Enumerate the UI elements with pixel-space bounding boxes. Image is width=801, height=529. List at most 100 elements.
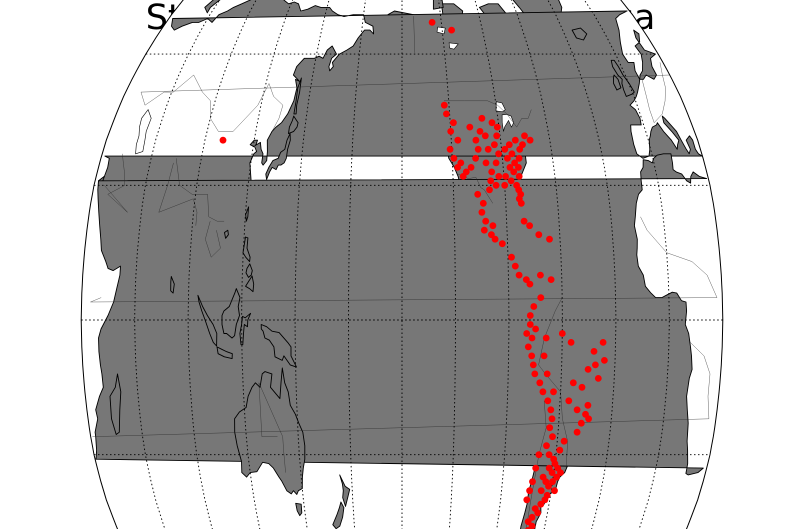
occurrence-point	[567, 339, 575, 346]
occurrence-point	[547, 406, 555, 414]
occurrence-point	[515, 271, 523, 279]
occurrence-point	[535, 231, 543, 239]
occurrence-point	[472, 154, 479, 162]
occurrence-point	[547, 276, 555, 283]
occurrence-point	[537, 500, 545, 508]
occurrence-point	[528, 334, 536, 342]
occurrence-point	[479, 199, 487, 207]
occurrence-point	[486, 186, 493, 194]
land-new-zealand-north	[339, 474, 351, 507]
occurrence-point	[507, 177, 515, 185]
occurrence-point	[548, 415, 556, 423]
land-madagascar	[109, 373, 122, 435]
border-usa-mexico	[457, 173, 493, 204]
occurrence-point	[590, 348, 598, 355]
occurrence-point	[474, 190, 482, 198]
occurrence-point	[585, 415, 592, 423]
occurrence-point	[601, 357, 608, 364]
land-hokkaido	[288, 115, 299, 135]
border-europe	[641, 62, 666, 124]
occurrence-point	[526, 222, 533, 230]
border-africa-south	[92, 342, 711, 437]
occurrence-point	[476, 127, 484, 135]
occurrence-point	[515, 154, 523, 162]
occurrence-point	[498, 240, 506, 248]
occurrence-point	[553, 473, 560, 481]
occurrence-point	[526, 321, 534, 328]
land-iceland	[571, 27, 588, 41]
land-new-guinea	[260, 324, 297, 368]
occurrence-point	[532, 464, 540, 472]
lake-superior	[495, 101, 506, 113]
land-philippines-luzon	[242, 236, 251, 263]
occurrence-point	[478, 114, 486, 122]
border-india	[158, 162, 198, 226]
border-usa-canada	[444, 100, 532, 128]
occurrence-point	[517, 199, 525, 207]
map-boundary	[80, 0, 724, 529]
occurrence-point	[537, 271, 544, 279]
occurrence-point	[543, 370, 551, 378]
occurrence-point	[484, 145, 492, 153]
occurrence-point	[502, 173, 509, 180]
occurrence-point	[487, 177, 495, 185]
occurrence-point	[510, 168, 518, 176]
occurrence-point	[524, 518, 532, 526]
occurrence-point	[558, 330, 566, 337]
occurrence-point	[584, 366, 592, 373]
border-africa-sahel	[90, 216, 718, 303]
occurrence-point	[440, 101, 448, 109]
occurrence-point	[523, 330, 531, 337]
border-alaska	[413, 16, 415, 53]
occurrence-point	[450, 119, 457, 127]
lake-michigan-huron	[501, 114, 514, 132]
occurrence-point	[508, 253, 515, 261]
occurrence-point	[542, 478, 550, 486]
occurrence-point	[506, 164, 514, 171]
occurrence-point	[536, 379, 544, 387]
land-hainan	[224, 229, 229, 239]
occurrence-point	[599, 339, 607, 346]
occurrence-point	[548, 469, 556, 476]
occurrence-point	[450, 154, 458, 162]
occurrence-point	[551, 487, 558, 495]
land-philippines-visayas	[245, 263, 253, 278]
occurrence-point	[541, 496, 549, 504]
occurrence-point	[472, 136, 480, 144]
occurrence-point	[466, 123, 474, 131]
border-middle-east	[104, 153, 128, 213]
occurrence-point	[515, 164, 522, 171]
meridian--5	[134, 0, 221, 529]
occurrence-point	[577, 419, 585, 427]
border-australia	[258, 382, 286, 473]
occurrence-point	[511, 136, 519, 144]
occurrence-point	[505, 141, 513, 149]
occurrence-point	[526, 136, 534, 144]
occurrence-point	[493, 123, 501, 131]
occurrence-point	[515, 173, 523, 180]
occurrence-point	[592, 361, 599, 369]
occurrence-point	[569, 379, 577, 387]
occurrence-point	[537, 294, 545, 301]
occurrence-point	[584, 401, 592, 409]
land-tasmania	[295, 502, 303, 517]
occurrence-point	[535, 451, 543, 459]
occurrence-layer	[219, 19, 608, 529]
occurrence-point	[526, 312, 534, 319]
occurrence-point	[542, 334, 550, 342]
occurrence-point	[524, 343, 532, 351]
occurrence-point	[578, 383, 586, 391]
occurrence-point	[521, 132, 528, 140]
occurrence-point	[560, 437, 568, 445]
occurrence-point	[454, 136, 462, 144]
land-australia	[234, 367, 306, 495]
occurrence-point	[491, 141, 498, 149]
occurrence-point	[529, 478, 536, 486]
occurrence-point	[528, 513, 536, 521]
occurrence-point	[508, 150, 516, 158]
occurrence-point	[529, 361, 537, 369]
border-china-south	[176, 158, 225, 222]
occurrence-point	[491, 235, 499, 243]
border-se-asia	[205, 221, 221, 258]
occurrence-point	[594, 375, 602, 382]
